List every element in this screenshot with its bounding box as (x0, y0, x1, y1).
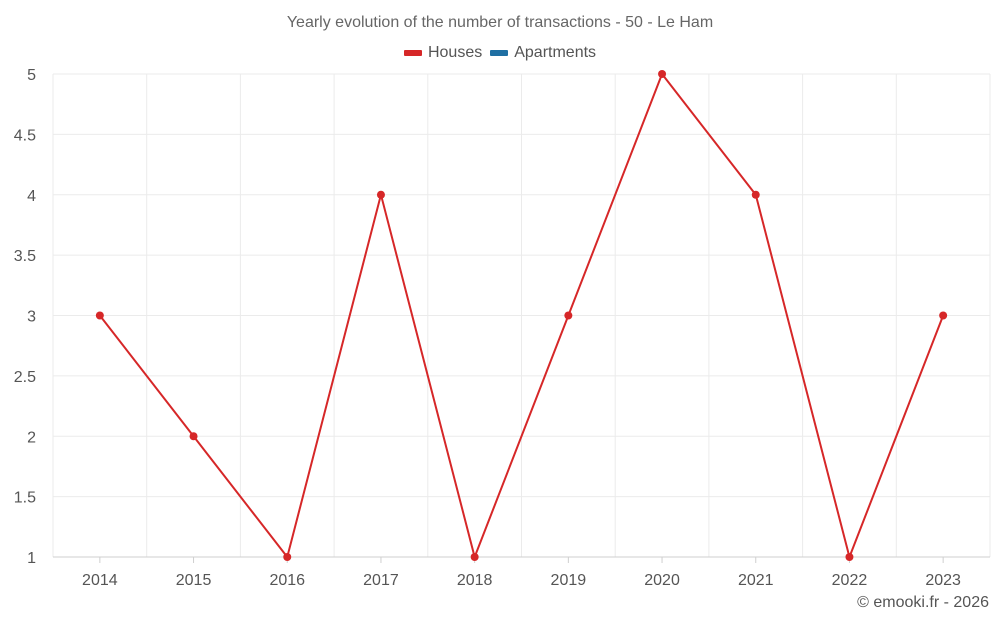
y-tick-label: 5 (27, 67, 36, 84)
legend-label-houses: Houses (427, 44, 483, 61)
x-tick-label: 2015 (176, 572, 212, 589)
y-tick-label: 1 (27, 550, 36, 567)
y-tick-label: 2 (27, 429, 36, 446)
x-tick-label: 2019 (551, 572, 587, 589)
data-point-houses-2016[interactable] (283, 553, 292, 561)
series-layer (95, 70, 948, 561)
data-point-houses-2014[interactable] (95, 311, 104, 320)
data-point-houses-2022[interactable] (845, 553, 854, 561)
legend-swatch-houses (403, 50, 422, 56)
tick-labels: 1 1.5 2 2.5 3 3.5 4 4.5 5 2014 2015 2016 2017 2018 201… (14, 67, 961, 589)
x-tick-label: 2014 (82, 572, 118, 589)
series-line-houses (99, 73, 945, 558)
grid (52, 73, 991, 557)
x-tick-label: 2020 (644, 572, 680, 589)
legend-item-apartments[interactable]: Apartments (490, 44, 596, 62)
x-tick-label: 2016 (269, 572, 305, 589)
data-point-houses-2017[interactable] (376, 190, 385, 199)
y-tick-label: 4 (27, 188, 36, 205)
x-tick-label: 2018 (457, 572, 493, 589)
y-tick-label: 3.5 (14, 248, 36, 265)
legend-swatch-apartments (490, 50, 509, 56)
x-tick-label: 2023 (925, 572, 961, 589)
data-point-houses-2019[interactable] (564, 311, 573, 320)
x-tick-label: 2017 (363, 572, 399, 589)
y-tick-label: 2.5 (14, 369, 36, 386)
legend-item-houses[interactable]: Houses (403, 44, 483, 62)
chart-title: Yearly evolution of the number of transa… (286, 14, 714, 31)
y-tick-label: 1.5 (14, 490, 36, 507)
data-point-houses-2020[interactable] (658, 70, 667, 78)
data-point-houses-2021[interactable] (751, 190, 760, 199)
credit-text: © emooki.fr - 2026 (857, 594, 989, 611)
data-point-houses-2015[interactable] (189, 432, 198, 441)
legend: Houses Apartments (0, 44, 1000, 62)
data-point-houses-2018[interactable] (470, 553, 479, 561)
data-point-houses-2023[interactable] (939, 311, 948, 320)
y-tick-label: 4.5 (14, 127, 36, 144)
x-tick-label: 2022 (832, 572, 868, 589)
y-tick-label: 3 (27, 309, 36, 326)
legend-label-apartments: Apartments (514, 44, 597, 61)
x-tick-label: 2021 (738, 572, 774, 589)
